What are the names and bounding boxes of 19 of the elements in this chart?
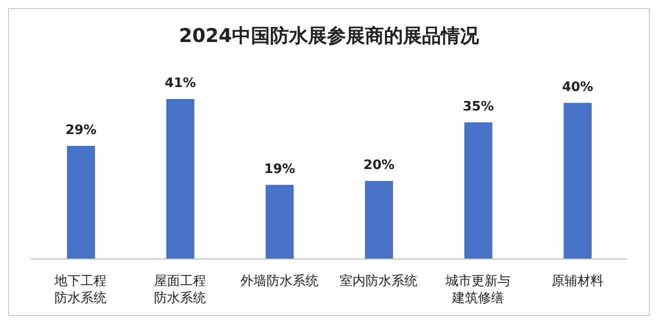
bar [67, 146, 95, 259]
bar [464, 122, 492, 259]
bar [564, 102, 592, 259]
x-tick-label: 屋面工程防水系统 [154, 274, 206, 306]
data-label: 40% [562, 80, 594, 95]
data-label: 29% [65, 122, 97, 138]
data-label: 41% [164, 76, 196, 91]
data-label: 35% [462, 99, 494, 114]
chart-title: 2024中国防水展参展商的展品情况 [178, 24, 480, 49]
data-label: 19% [264, 162, 296, 177]
x-tick-label: 原辅材料 [551, 274, 604, 289]
x-tick-label: 地下工程防水系统 [54, 274, 107, 306]
data-label: 20% [363, 158, 395, 173]
x-tick-label: 室内防水系统 [340, 273, 418, 289]
bar [365, 180, 393, 259]
x-tick-label: 外墙防水系统 [240, 274, 318, 289]
x-tick-label: 城市更新与建筑修缮 [444, 274, 510, 306]
bar [266, 184, 294, 259]
bar [166, 99, 194, 259]
